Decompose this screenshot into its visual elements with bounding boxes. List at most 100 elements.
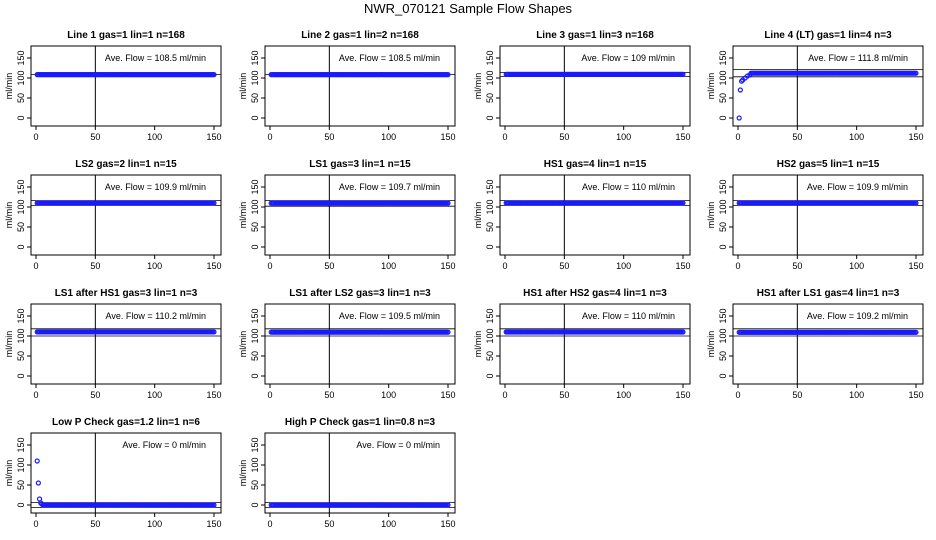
- panel-4: Line 4 (LT) gas=1 lin=4 n=3 0 50 100 150 0 50 1…: [706, 30, 924, 142]
- y-tick-label: 50: [718, 222, 728, 232]
- average-flow-annotation: Ave. Flow = 109.9 ml/min: [807, 182, 908, 192]
- plot-frame: [30, 45, 222, 127]
- y-tick-label: 150: [250, 179, 260, 194]
- y-tick-label: 50: [485, 351, 495, 361]
- x-tick-label: 100: [381, 390, 396, 400]
- panel-11: HS1 after HS2 gas=4 lin=1 n=3 0 50 100 150 0 5…: [473, 288, 691, 400]
- average-flow-annotation: Ave. Flow = 0 ml/min: [122, 440, 206, 450]
- y-tick-label: 100: [485, 199, 495, 214]
- panel-title: LS1 after LS2 gas=3 lin=1 n=3: [289, 288, 431, 299]
- x-tick-label: 150: [675, 261, 690, 271]
- data-point: [445, 71, 451, 78]
- y-tick-label: 100: [485, 70, 495, 85]
- panel-title: Line 4 (LT) gas=1 lin=4 n=3: [764, 30, 892, 41]
- average-flow-annotation: Ave. Flow = 110 ml/min: [582, 311, 675, 321]
- x-tick-label: 50: [324, 132, 334, 142]
- plot-frame: [264, 174, 456, 256]
- x-tick-label: 100: [147, 132, 162, 142]
- x-tick-label: 50: [792, 132, 802, 142]
- y-axis-label: ml/min: [4, 331, 14, 358]
- x-tick-label: 100: [147, 519, 162, 529]
- x-tick-label: 50: [792, 261, 802, 271]
- figure-title: NWR_070121 Sample Flow Shapes: [363, 1, 573, 16]
- average-flow-annotation: Ave. Flow = 109 ml/min: [581, 53, 675, 63]
- panel-title: Line 3 gas=1 lin=3 n=168: [536, 30, 654, 41]
- y-tick-label: 0: [250, 373, 260, 378]
- x-tick-label: 150: [440, 519, 455, 529]
- y-tick-label: 50: [485, 222, 495, 232]
- average-flow-annotation: Ave. Flow = 108.5 ml/min: [105, 53, 206, 63]
- y-axis-label: ml/min: [238, 202, 248, 229]
- y-tick-label: 150: [718, 50, 728, 65]
- y-axis-label: ml/min: [706, 202, 716, 229]
- panel-12: HS1 after LS1 gas=4 lin=1 n=3 0 50 100 150 0 5…: [706, 288, 924, 400]
- y-tick-label: 100: [718, 199, 728, 214]
- x-tick-label: 50: [90, 261, 100, 271]
- y-tick-label: 0: [718, 373, 728, 378]
- x-tick-label: 100: [616, 132, 631, 142]
- y-tick-label: 0: [16, 244, 26, 249]
- x-tick-label: 50: [559, 390, 569, 400]
- y-tick-label: 100: [250, 70, 260, 85]
- plot-frame: [30, 303, 222, 385]
- x-tick-label: 50: [559, 132, 569, 142]
- y-tick-label: 50: [16, 93, 26, 103]
- data-point: [211, 502, 217, 508]
- panel-title: HS1 after HS2 gas=4 lin=1 n=3: [523, 288, 667, 299]
- x-tick-label: 50: [324, 261, 334, 271]
- y-tick-label: 150: [718, 179, 728, 194]
- data-point: [35, 480, 41, 486]
- x-tick-label: 150: [206, 390, 221, 400]
- y-tick-label: 0: [485, 115, 495, 120]
- panel-title: HS1 gas=4 lin=1 n=15: [544, 159, 647, 170]
- x-tick-label: 100: [147, 261, 162, 271]
- x-tick-label: 150: [206, 261, 221, 271]
- y-tick-label: 100: [250, 457, 260, 472]
- x-tick-label: 0: [33, 261, 38, 271]
- plot-frame: [30, 174, 222, 256]
- panel-title: LS1 gas=3 lin=1 n=15: [309, 159, 411, 170]
- y-axis-label: ml/min: [238, 73, 248, 100]
- x-tick-label: 0: [502, 132, 507, 142]
- y-axis-label: ml/min: [473, 331, 483, 358]
- panel-14: High P Check gas=1 lin=0.8 n=3 0 50 100 150 0…: [238, 417, 456, 529]
- y-tick-label: 100: [718, 328, 728, 343]
- y-tick-label: 150: [16, 179, 26, 194]
- panel-title: HS1 after LS1 gas=4 lin=1 n=3: [757, 288, 900, 299]
- data-point: [211, 71, 217, 78]
- data-point: [34, 458, 40, 464]
- panel-title: LS2 gas=2 lin=1 n=15: [75, 159, 177, 170]
- panel-10: LS1 after LS2 gas=3 lin=1 n=3 0 50 100 150 0 5…: [238, 288, 456, 400]
- x-tick-label: 0: [267, 519, 272, 529]
- average-flow-annotation: Ave. Flow = 109.2 ml/min: [807, 311, 908, 321]
- y-tick-label: 0: [16, 373, 26, 378]
- y-tick-label: 100: [16, 457, 26, 472]
- y-tick-label: 150: [485, 50, 495, 65]
- panel-title: High P Check gas=1 lin=0.8 n=3: [285, 417, 436, 428]
- y-axis-label: ml/min: [238, 331, 248, 358]
- x-tick-label: 100: [849, 132, 864, 142]
- y-tick-label: 100: [718, 70, 728, 85]
- y-axis-label: ml/min: [4, 202, 14, 229]
- panel-title: LS1 after HS1 gas=3 lin=1 n=3: [55, 288, 198, 299]
- y-axis-label: ml/min: [473, 73, 483, 100]
- plot-frame: [499, 303, 691, 385]
- data-point: [211, 329, 217, 335]
- data-point: [736, 115, 742, 121]
- x-tick-label: 0: [735, 261, 740, 271]
- y-tick-label: 150: [485, 308, 495, 323]
- x-tick-label: 0: [267, 390, 272, 400]
- panel-5: LS2 gas=2 lin=1 n=150 50 100 150050100150ml…: [4, 159, 222, 271]
- x-tick-label: 150: [908, 132, 923, 142]
- x-tick-label: 0: [33, 132, 38, 142]
- y-tick-label: 50: [250, 480, 260, 490]
- panel-6: LS1 gas=3 lin=1 n=150 50 100 150050100150ml…: [238, 159, 456, 271]
- plot-frame: [732, 45, 924, 127]
- plot-frame: [732, 303, 924, 385]
- y-axis-label: ml/min: [473, 202, 483, 229]
- x-tick-label: 100: [616, 390, 631, 400]
- y-tick-label: 50: [718, 351, 728, 361]
- y-tick-label: 0: [16, 115, 26, 120]
- x-tick-label: 0: [33, 519, 38, 529]
